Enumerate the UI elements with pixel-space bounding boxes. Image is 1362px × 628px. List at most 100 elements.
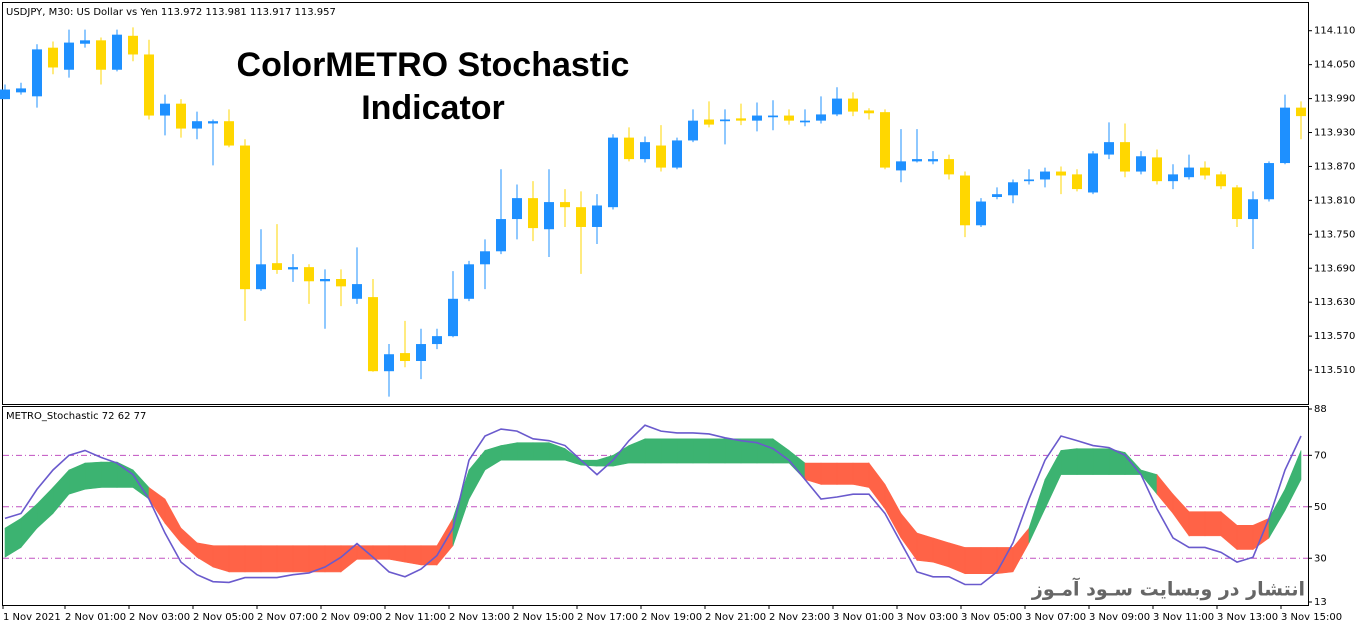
candle-body [752,115,762,121]
band-segment [68,462,86,495]
x-tick-label: 3 Nov 09:00 [1089,612,1150,623]
band-segment [260,545,278,573]
band-segment [884,484,902,539]
candle-body [1104,142,1114,155]
band-segment [196,542,214,568]
candle-body [544,202,554,230]
y-tick-label: 114.050 [1314,60,1355,71]
band-segment [932,537,950,568]
band-segment [356,545,374,560]
y-tick-label: 113.510 [1314,365,1355,376]
candle-body [224,121,234,146]
band-segment [1092,448,1110,475]
x-tick-label: 2 Nov 23:00 [769,612,830,623]
price-panel [2,2,1309,405]
x-tick-label: 2 Nov 11:00 [385,612,446,623]
band-segment [724,438,742,464]
band-segment [564,448,582,466]
candle-body [816,114,826,121]
candle-body [304,267,314,282]
candle-body [608,137,618,208]
band-segment [1076,448,1094,475]
x-tick-label: 2 Nov 21:00 [705,612,766,623]
x-tick-label: 3 Nov 03:00 [897,612,958,623]
x-tick-label: 2 Nov 03:00 [129,612,190,623]
candle-body [1056,171,1066,176]
band-segment [484,445,502,471]
candle-body [576,207,586,227]
band-segment [180,527,198,558]
candle-body [1280,107,1290,164]
candle-body [48,47,58,68]
candle-body [896,161,906,171]
candle-body [912,159,922,162]
candle-body [864,110,874,114]
x-tick-label: 2 Nov 07:00 [257,612,318,623]
y-tick-label: 113.870 [1314,161,1355,172]
x-tick-label: 3 Nov 07:00 [1025,612,1086,623]
candle-body [336,279,346,287]
candle-body [1168,174,1178,182]
band-segment [292,545,310,573]
x-tick-label: 2 Nov 19:00 [641,612,702,623]
candle-body [640,142,650,160]
y-tick-label: 113.750 [1314,229,1355,240]
candle-body [880,112,890,168]
candle-body [496,219,506,252]
candle-body [1200,167,1210,176]
band-segment [532,442,550,461]
band-segment [868,462,886,510]
band-segment [4,517,22,558]
band-segment [644,438,662,464]
candle-body [944,159,954,175]
band-segment [36,486,54,529]
band-segment [1236,525,1254,550]
x-tick-label: 2 Nov 05:00 [193,612,254,623]
candle-body [1040,171,1050,180]
candle-body [416,344,426,362]
candle-body [1088,153,1098,193]
candle-body [16,88,26,93]
candle-body [1008,182,1018,196]
candle-body [704,119,714,125]
candle-body [928,159,938,162]
band-segment [1204,511,1222,537]
band-segment [788,449,806,481]
candle-body [1296,107,1306,117]
candle-body [208,121,218,124]
band-segment [244,545,262,573]
band-segment [708,438,726,464]
candle-body [656,145,666,168]
candle-body [1184,167,1194,178]
band-segment [212,545,230,573]
candle-body [64,42,74,70]
candle-body [560,202,570,208]
y-tick-label: 70 [1314,450,1327,461]
candle-body [144,54,154,116]
band-segment [948,542,966,575]
band-segment [276,545,294,573]
candle-body [128,35,138,55]
candle-body [192,121,202,129]
band-segment [996,547,1014,575]
candle-body [768,115,778,118]
candle-body [352,284,362,299]
band-segment [404,545,422,566]
band-segment [84,461,102,490]
x-tick-label: 3 Nov 11:00 [1153,612,1214,623]
stochastic-line [4,424,1302,586]
band-segment [388,545,406,563]
x-tick-label: 2 Nov 01:00 [65,612,126,623]
band-segment [116,461,134,488]
band-segment [1108,448,1126,475]
band-segment [676,438,694,464]
chart-header: USDJPY, M30: US Dollar vs Yen 113.972 11… [6,7,336,18]
band-segment [980,547,998,574]
band-segment [1156,473,1174,515]
indicator-header: METRO_Stochastic 72 62 77 [6,411,146,422]
y-tick-label: 88 [1314,404,1327,415]
candle-body [1120,142,1130,172]
y-tick-label: 30 [1314,553,1327,564]
